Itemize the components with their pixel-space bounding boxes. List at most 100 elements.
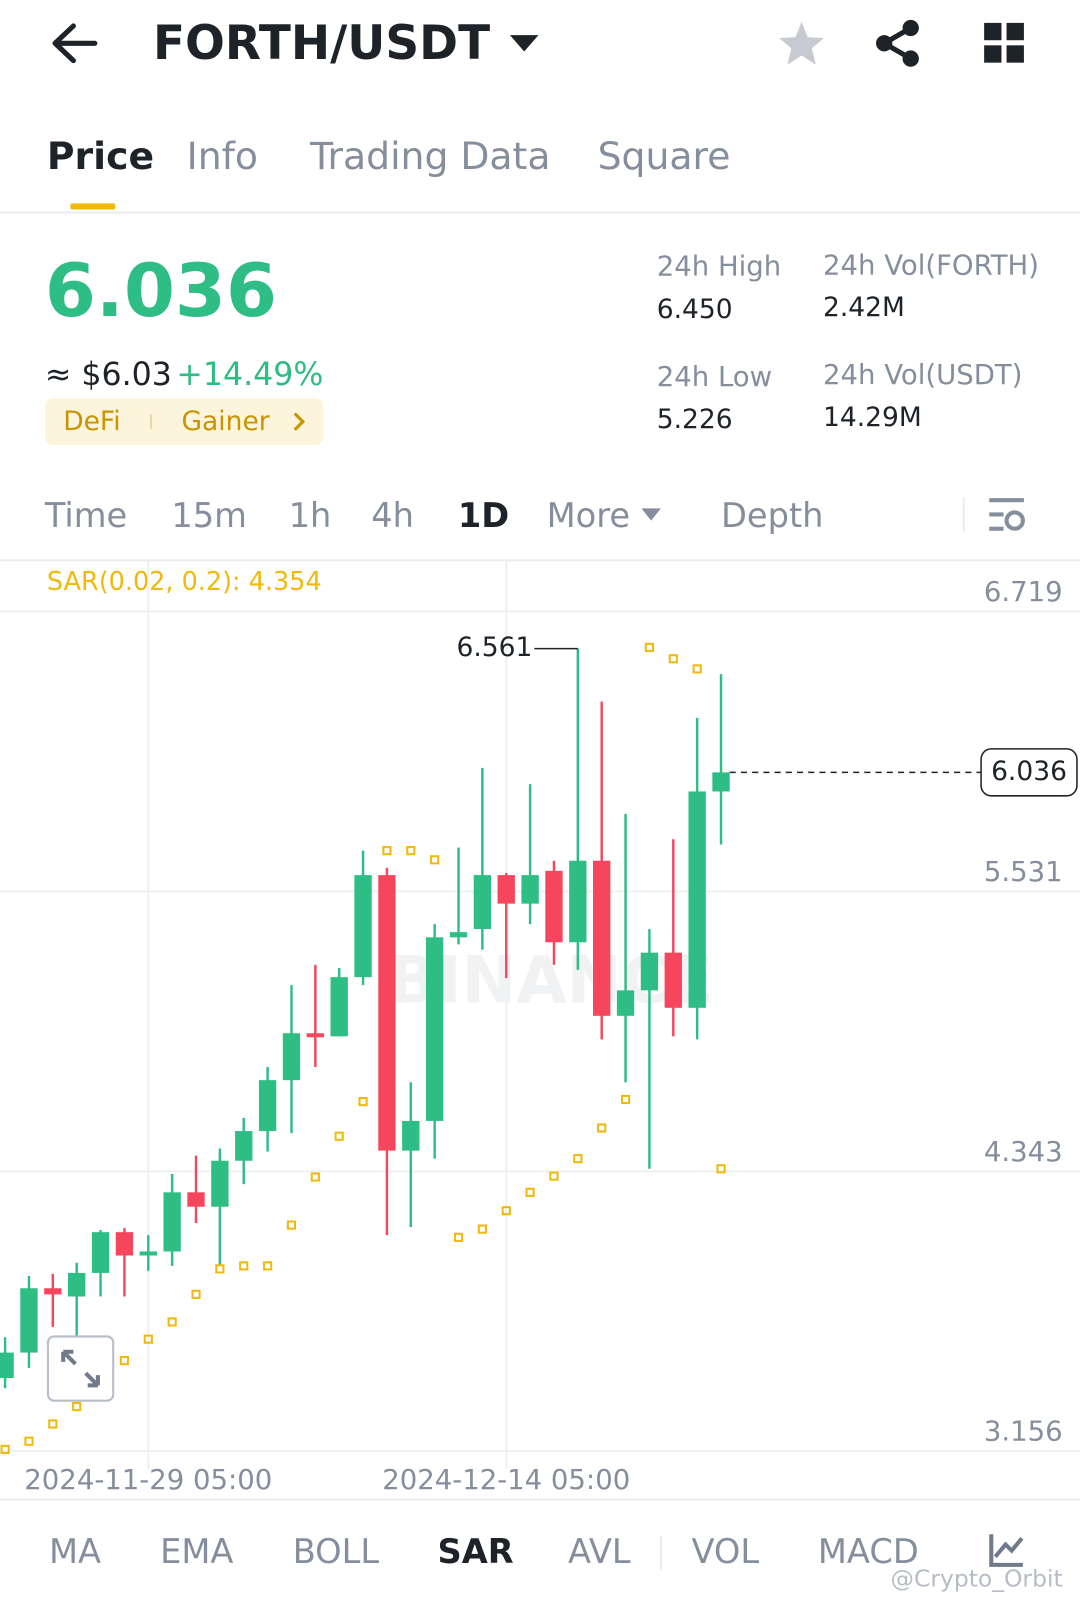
tab[interactable]: Trading Data bbox=[309, 134, 550, 178]
sar-dot bbox=[453, 1232, 464, 1242]
sar-dot bbox=[358, 1097, 368, 1107]
stat-value: 5.226 bbox=[657, 404, 733, 435]
indicator[interactable]: AVL bbox=[568, 1532, 631, 1571]
interval[interactable]: 15m bbox=[171, 496, 247, 535]
indicator-settings[interactable] bbox=[989, 1534, 1024, 1567]
fullscreen-icon bbox=[61, 1349, 100, 1388]
interval[interactable]: More bbox=[547, 496, 630, 535]
menu-grid[interactable] bbox=[984, 22, 1024, 63]
more-dropdown[interactable] bbox=[641, 508, 661, 521]
stat-value: 6.450 bbox=[657, 294, 733, 325]
watermark: @Crypto_Orbit bbox=[891, 1565, 1063, 1593]
candle-body bbox=[473, 875, 492, 930]
candle-body bbox=[91, 1232, 110, 1273]
sar-dot bbox=[620, 1094, 631, 1105]
sar-dot bbox=[406, 846, 416, 856]
fullscreen-box bbox=[46, 1335, 115, 1402]
sar-dot bbox=[716, 1164, 726, 1174]
stat-label: 24h Vol(USDT) bbox=[823, 359, 1022, 391]
sar-dot bbox=[334, 1131, 344, 1141]
tab[interactable]: Square bbox=[598, 134, 731, 178]
chart-settings[interactable] bbox=[989, 498, 1025, 531]
candle-body bbox=[425, 937, 444, 1121]
candle-body bbox=[115, 1232, 134, 1256]
candle-body bbox=[378, 875, 396, 1151]
candle-body bbox=[593, 860, 611, 1016]
sar-dot bbox=[644, 642, 655, 653]
indicator[interactable]: BOLL bbox=[293, 1532, 380, 1571]
indicator[interactable]: EMA bbox=[160, 1532, 233, 1571]
candle-body bbox=[640, 952, 659, 991]
y-tick-label: 3.156 bbox=[984, 1416, 1063, 1448]
plot: 6.719 5.531 4.343 3.156 2024-11-29 05:00 2024… bbox=[0, 559, 1080, 1496]
tag[interactable]: Gainer bbox=[182, 406, 270, 437]
candle-body bbox=[211, 1160, 229, 1207]
indicator[interactable]: MA bbox=[49, 1532, 101, 1571]
fullscreen-button[interactable] bbox=[46, 1335, 115, 1402]
interval[interactable]: 1D bbox=[458, 496, 509, 535]
interval[interactable]: Time bbox=[44, 496, 127, 535]
interval[interactable]: Depth bbox=[721, 496, 823, 535]
pair-title[interactable]: FORTH/USDT bbox=[153, 16, 490, 71]
indicator[interactable]: VOL bbox=[691, 1532, 759, 1571]
candle-body bbox=[569, 860, 587, 943]
candle-body bbox=[664, 952, 682, 1008]
y-tick-label: 5.531 bbox=[984, 856, 1063, 888]
sar-dot bbox=[430, 855, 440, 865]
candle-body bbox=[187, 1192, 205, 1207]
stat-value: 14.29M bbox=[823, 402, 922, 433]
grid-cell bbox=[1006, 45, 1024, 63]
pair-dropdown[interactable] bbox=[509, 35, 539, 52]
y-tick-label: 4.343 bbox=[984, 1136, 1063, 1168]
candle-body bbox=[354, 875, 372, 978]
sar-dot bbox=[477, 1224, 487, 1234]
sar-legend: SAR(0.02, 0.2): 4.354 bbox=[47, 567, 322, 597]
candle-body bbox=[20, 1288, 38, 1353]
stat-label: 24h Vol(FORTH) bbox=[823, 250, 1039, 282]
x-tick-label: 2024-11-29 05:00 bbox=[24, 1464, 272, 1496]
tag-divider bbox=[149, 414, 152, 429]
candle-body bbox=[0, 1352, 14, 1379]
interval[interactable]: 1h bbox=[289, 496, 332, 535]
sar-dot bbox=[597, 1123, 607, 1133]
sar-dot bbox=[215, 1264, 225, 1274]
sar-dot bbox=[501, 1206, 511, 1216]
candle-body bbox=[258, 1080, 277, 1132]
candle-body bbox=[282, 1033, 301, 1081]
indicator[interactable]: SAR bbox=[438, 1532, 514, 1571]
sar-dot bbox=[525, 1187, 535, 1197]
sar-dot bbox=[119, 1356, 130, 1366]
tag-pill[interactable] bbox=[44, 398, 324, 446]
tab[interactable]: Info bbox=[187, 134, 258, 178]
divider bbox=[0, 1498, 1080, 1501]
candle-body bbox=[545, 870, 563, 943]
icon-bar bbox=[989, 498, 1024, 503]
sar-dot bbox=[263, 1261, 273, 1271]
x-tick-label: 2024-12-14 05:00 bbox=[382, 1464, 630, 1496]
share-button[interactable] bbox=[876, 19, 919, 67]
icon-bar bbox=[989, 526, 1004, 531]
stat-value: 2.42M bbox=[823, 292, 905, 323]
tag[interactable]: DeFi bbox=[63, 406, 120, 437]
grid-cell bbox=[1006, 22, 1024, 41]
sar-dot bbox=[48, 1419, 58, 1429]
candle-body bbox=[330, 977, 348, 1037]
candle-body bbox=[712, 772, 730, 792]
interval[interactable]: 4h bbox=[371, 496, 414, 535]
candle-body bbox=[521, 875, 539, 904]
sar-dot bbox=[72, 1401, 82, 1412]
candle-body bbox=[44, 1288, 62, 1295]
sar-dot bbox=[24, 1436, 34, 1446]
indicator[interactable]: MACD bbox=[818, 1532, 919, 1571]
candle-body bbox=[402, 1120, 420, 1151]
divider bbox=[659, 1535, 662, 1570]
favorite-star[interactable] bbox=[779, 21, 825, 65]
stat-label: 24h High bbox=[657, 251, 781, 283]
tab[interactable]: Price bbox=[47, 134, 154, 178]
sar-dot bbox=[143, 1334, 153, 1344]
grid-cell bbox=[984, 45, 1002, 63]
high-marker-label: 6.561 bbox=[456, 632, 532, 663]
divider bbox=[0, 211, 1080, 214]
tag-chevron bbox=[293, 412, 306, 431]
back-button[interactable] bbox=[52, 23, 98, 64]
